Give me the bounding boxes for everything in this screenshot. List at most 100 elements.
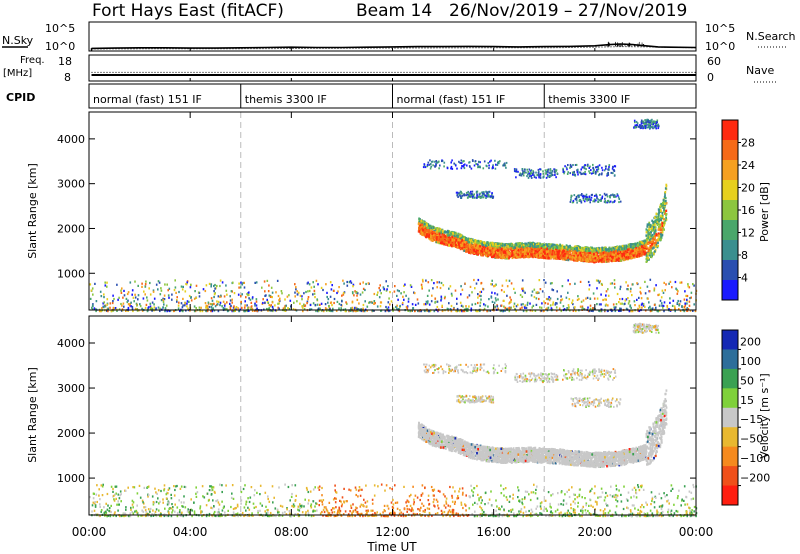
- power-pixel: [310, 308, 313, 311]
- power-pixel: [609, 254, 612, 257]
- power-pixel: [572, 303, 574, 306]
- power-pixel: [382, 286, 385, 289]
- power-pixel: [403, 298, 405, 301]
- power-pixel: [574, 306, 576, 309]
- power-pixel: [467, 242, 470, 246]
- power-pixel: [497, 242, 500, 245]
- power-pixel: [292, 308, 295, 311]
- power-pixel: [644, 280, 646, 283]
- power-pixel: [648, 221, 651, 225]
- power-pixel: [264, 290, 266, 293]
- power-pixel: [607, 257, 609, 260]
- power-pixel: [469, 246, 471, 249]
- power-pixel: [329, 281, 332, 284]
- power-pixel: [326, 291, 328, 294]
- power-pixel: [230, 290, 233, 293]
- power-pixel: [448, 287, 450, 290]
- power-pixel: [356, 298, 359, 301]
- power-pixel: [525, 306, 528, 309]
- power-pixel: [100, 310, 102, 313]
- power-pixel: [687, 285, 689, 288]
- power-pixel: [164, 310, 166, 313]
- power-pixel: [525, 248, 528, 251]
- power-pixel: [645, 257, 648, 260]
- power-pixel: [625, 298, 628, 301]
- power-pixel: [432, 287, 434, 290]
- power-pixel: [629, 305, 631, 308]
- power-pixel: [250, 301, 253, 304]
- power-pixel: [683, 305, 686, 309]
- power-pixel: [362, 281, 364, 284]
- power-pixel: [652, 221, 654, 224]
- power-pixel: [613, 308, 616, 311]
- power-pixel: [103, 293, 105, 296]
- power-pixel: [403, 291, 405, 294]
- power-pixel: [580, 249, 582, 252]
- power-pixel: [436, 286, 438, 289]
- power-pixel: [535, 303, 538, 306]
- power-pixel: [333, 297, 336, 301]
- power-pixel: [107, 307, 109, 310]
- power-pixel: [385, 305, 387, 309]
- power-pixel: [591, 254, 594, 257]
- power-pixel: [627, 256, 630, 259]
- power-pixel: [422, 280, 424, 283]
- power-pixel: [637, 307, 639, 310]
- power-pixel: [608, 247, 610, 251]
- power-pixel: [592, 292, 595, 295]
- power-pixel: [127, 299, 129, 302]
- power-pixel: [618, 301, 620, 304]
- power-pixel: [278, 299, 281, 302]
- freq-left-label: Freq.: [20, 55, 45, 66]
- power-pixel: [612, 251, 615, 254]
- power-pixel: [149, 293, 152, 296]
- power-pixel: [588, 247, 590, 251]
- power-pixel: [654, 215, 657, 219]
- power-pixel: [614, 251, 616, 255]
- power-pixel: [663, 196, 666, 199]
- power-pixel: [646, 229, 649, 232]
- power-pixel: [441, 231, 444, 234]
- power-pixel: [137, 298, 139, 301]
- power-pixel: [584, 253, 586, 256]
- power-pixel: [641, 247, 644, 251]
- power-pixel: [109, 302, 112, 305]
- power-pixel: [571, 252, 574, 255]
- power-pixel: [657, 310, 659, 313]
- power-pixel: [556, 247, 559, 250]
- power-pixel: [425, 300, 428, 303]
- power-pixel: [411, 303, 414, 306]
- power-pixel: [653, 220, 656, 223]
- power-pixel: [665, 218, 668, 221]
- power-pixel: [482, 246, 485, 249]
- power-pixel: [151, 301, 154, 304]
- power-pixel: [460, 285, 462, 288]
- cpid-segments: normal (fast) 151 IF themis 3300 IF normal…: [93, 84, 630, 108]
- power-pixel: [393, 290, 396, 293]
- power-pixel: [178, 301, 180, 304]
- power-pixel: [282, 307, 285, 310]
- power-pixel: [427, 309, 429, 312]
- power-pixel: [652, 229, 655, 232]
- power-pixel: [535, 255, 538, 258]
- power-pixel: [661, 304, 663, 307]
- power-pixel: [201, 310, 204, 313]
- power-pixel: [129, 281, 132, 284]
- power-pixel: [678, 308, 680, 311]
- freq-left-tick-top: 18: [58, 55, 72, 68]
- cpid-panel: CPID normal (fast) 151 IF themis 3300 IF n…: [6, 83, 697, 109]
- power-pixel: [215, 303, 218, 306]
- power-pixel: [407, 309, 409, 312]
- power-pixel: [651, 307, 654, 310]
- power-pixel: [212, 307, 214, 310]
- power-pixel: [570, 258, 572, 261]
- power-pixel: [148, 287, 150, 290]
- noise-line-dotted: [91, 46, 697, 50]
- power-pixel: [428, 237, 430, 240]
- power-pixel: [307, 298, 309, 301]
- power-pixel: [573, 254, 576, 258]
- power-pixel: [91, 306, 93, 309]
- power-pixel: [521, 279, 524, 282]
- power-pixel: [427, 300, 429, 303]
- power-pixel: [459, 239, 462, 242]
